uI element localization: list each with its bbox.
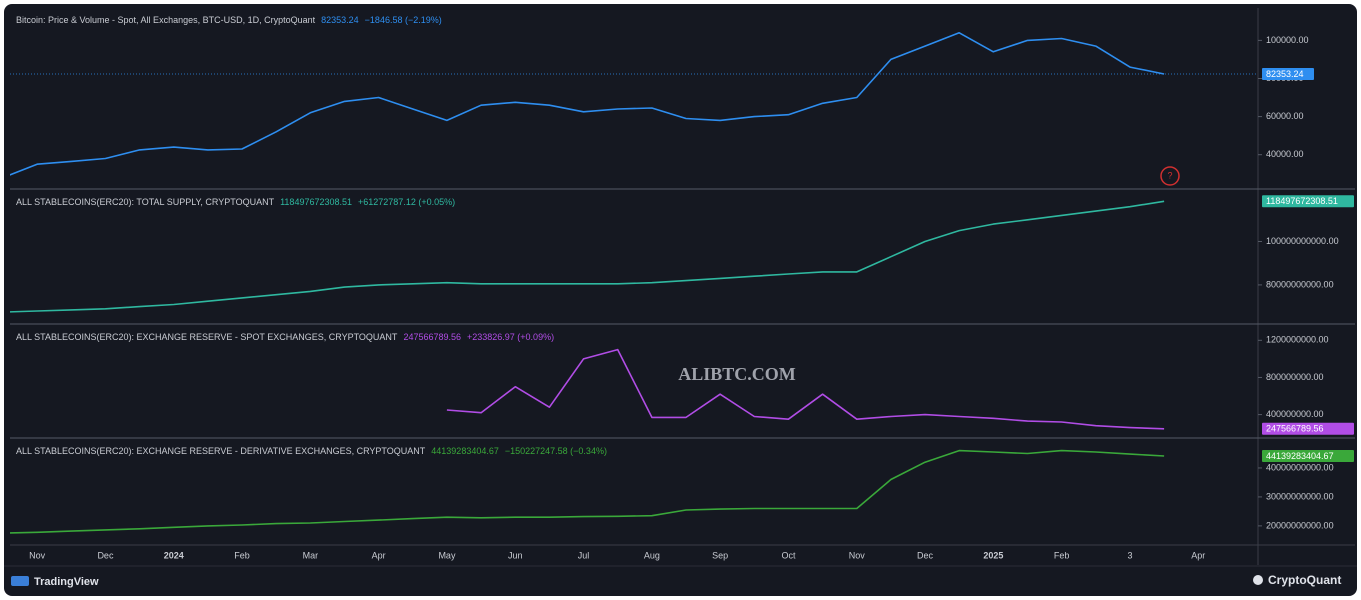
y-tick-label: 30000000000.00 xyxy=(1266,491,1334,501)
last-value: 247566789.56 xyxy=(403,332,461,342)
x-tick-label: Apr xyxy=(1191,550,1205,560)
series-line xyxy=(10,31,1165,176)
last-value-badge xyxy=(1262,449,1354,462)
x-tick-label: Oct xyxy=(781,550,796,560)
pane-title: ALL STABLECOINS(ERC20): EXCHANGE RESERVE… xyxy=(16,446,426,456)
change: −150227247.58 (−0.34%) xyxy=(505,446,607,456)
pane-header: ALL STABLECOINS(ERC20): EXCHANGE RESERVE… xyxy=(16,446,607,456)
last-value: 82353.24 xyxy=(321,15,359,25)
y-tick-label: 800000000.00 xyxy=(1266,372,1324,382)
cryptoquant-brand[interactable]: CryptoQuant xyxy=(1268,573,1341,587)
last-value-badge xyxy=(1262,68,1314,81)
plot-area xyxy=(10,31,1165,534)
series-line xyxy=(10,449,1165,534)
x-tick-label: 3 xyxy=(1127,550,1132,560)
x-tick-label: Feb xyxy=(1054,550,1070,560)
last-value-badge-label: 247566789.56 xyxy=(1266,424,1324,434)
cryptoquant-logo xyxy=(1253,575,1263,585)
y-tick-label: 40000.00 xyxy=(1266,149,1304,159)
x-tick-label: 2024 xyxy=(164,550,184,560)
pane-title: ALL STABLECOINS(ERC20): TOTAL SUPPLY, CR… xyxy=(16,197,275,207)
y-tick-label: 100000000000.00 xyxy=(1266,236,1339,246)
x-tick-label: Aug xyxy=(644,550,660,560)
watermark: ALIBTC.COM xyxy=(678,364,796,384)
panel xyxy=(4,4,1357,596)
y-tick-label: 1200000000.00 xyxy=(1266,335,1329,345)
x-tick-label: Feb xyxy=(234,550,250,560)
last-value: 118497672308.51 xyxy=(280,197,352,207)
x-tick-label: Sep xyxy=(712,550,728,560)
change: +61272787.12 (+0.05%) xyxy=(358,197,455,207)
pane-header: ALL STABLECOINS(ERC20): TOTAL SUPPLY, CR… xyxy=(16,197,455,207)
y-tick-label: 20000000000.00 xyxy=(1266,520,1334,530)
x-tick-label: Jul xyxy=(578,550,590,560)
x-tick-label: Jun xyxy=(508,550,523,560)
x-tick-label: Apr xyxy=(372,550,386,560)
y-tick-label: 400000000.00 xyxy=(1266,409,1324,419)
pane-header: ALL STABLECOINS(ERC20): EXCHANGE RESERVE… xyxy=(16,332,554,342)
y-tick-label: 100000.00 xyxy=(1266,35,1309,45)
alert-icon-mark: ? xyxy=(1167,170,1172,180)
last-value-badge-label: 44139283404.67 xyxy=(1266,451,1334,461)
tradingview-brand[interactable]: TradingView xyxy=(34,576,99,588)
last-value: 44139283404.67 xyxy=(431,446,499,456)
series-line xyxy=(446,348,1165,430)
change: +233826.97 (+0.09%) xyxy=(467,332,554,342)
y-tick-label: 60000.00 xyxy=(1266,111,1304,121)
pane-title: ALL STABLECOINS(ERC20): EXCHANGE RESERVE… xyxy=(16,332,398,342)
tradingview-logo xyxy=(11,576,29,586)
y-tick-label: 40000000000.00 xyxy=(1266,462,1334,472)
last-value-badge xyxy=(1262,422,1354,435)
x-tick-label: May xyxy=(438,550,456,560)
last-value-badge xyxy=(1262,195,1354,208)
pane-title: Bitcoin: Price & Volume - Spot, All Exch… xyxy=(16,15,316,25)
x-tick-label: Mar xyxy=(303,550,319,560)
pane-header: Bitcoin: Price & Volume - Spot, All Exch… xyxy=(16,15,442,25)
x-tick-label: Nov xyxy=(29,550,46,560)
series-line xyxy=(10,200,1165,313)
x-tick-label: 2025 xyxy=(983,550,1003,560)
alert-icon[interactable] xyxy=(1160,166,1180,186)
x-tick-label: Dec xyxy=(97,550,114,560)
change: −1846.58 (−2.19%) xyxy=(365,15,442,25)
x-tick-label: Nov xyxy=(849,550,866,560)
x-tick-label: Dec xyxy=(917,550,934,560)
y-tick-label: 80000000000.00 xyxy=(1266,279,1334,289)
last-value-badge-label: 118497672308.51 xyxy=(1266,196,1338,206)
last-value-badge-label: 82353.24 xyxy=(1266,69,1304,79)
